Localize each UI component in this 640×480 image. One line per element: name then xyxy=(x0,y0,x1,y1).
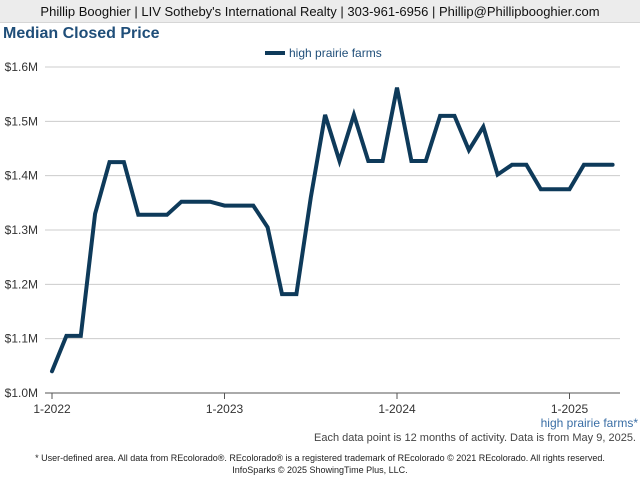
data-point xyxy=(568,187,572,191)
data-point xyxy=(596,163,600,167)
data-point xyxy=(266,225,270,229)
y-tick-label: $1.3M xyxy=(5,223,38,237)
data-point xyxy=(165,213,169,217)
y-tick-label: $1.2M xyxy=(5,277,38,291)
footer-line-2: InfoSparks © 2025 ShowingTime Plus, LLC. xyxy=(232,465,408,475)
legend: high prairie farms xyxy=(265,46,382,60)
data-point xyxy=(93,212,97,216)
data-point xyxy=(294,292,298,296)
legend-label: high prairie farms xyxy=(289,46,382,60)
agent-contact-header: Phillip Booghier | LIV Sotheby's Interna… xyxy=(0,0,640,23)
activity-note: Each data point is 12 months of activity… xyxy=(313,432,636,444)
x-tick-label: 1-2023 xyxy=(206,402,244,416)
y-tick-label: $1.1M xyxy=(5,332,38,346)
axis-layer: $1.0M $1.1M $1.2M $1.3M $1.4M $1.5M $1.6M 1-202… xyxy=(5,60,589,416)
data-point xyxy=(481,125,485,129)
data-point xyxy=(381,159,385,163)
data-point xyxy=(50,369,54,373)
data-point xyxy=(179,200,183,204)
data-point xyxy=(496,173,500,177)
y-tick-label: $1.5M xyxy=(5,114,38,128)
data-point xyxy=(352,113,356,117)
data-point xyxy=(194,200,198,204)
data-point xyxy=(524,163,528,167)
data-point xyxy=(108,160,112,164)
x-tick-label: 1-2022 xyxy=(33,402,71,416)
data-point xyxy=(395,86,399,90)
grid-layer xyxy=(45,66,620,394)
data-point xyxy=(438,114,442,118)
data-point xyxy=(151,213,155,217)
data-point xyxy=(309,195,313,199)
area-label: high prairie farms* xyxy=(541,416,639,430)
data-point xyxy=(208,200,212,204)
series-layer xyxy=(50,86,615,374)
data-point xyxy=(453,114,457,118)
data-point xyxy=(223,204,227,208)
data-point xyxy=(467,148,471,152)
data-point xyxy=(553,187,557,191)
data-point xyxy=(251,204,255,208)
data-point xyxy=(79,334,83,338)
data-point xyxy=(409,159,413,163)
data-point xyxy=(611,163,615,167)
data-point xyxy=(323,113,327,117)
y-tick-label: $1.4M xyxy=(5,169,38,183)
y-tick-label: $1.0M xyxy=(5,386,38,400)
footer-disclaimer: * User-defined area. All data from REcol… xyxy=(0,452,640,476)
y-tick-label: $1.6M xyxy=(5,60,38,74)
data-point xyxy=(338,159,342,163)
data-point xyxy=(237,204,241,208)
data-point xyxy=(64,334,68,338)
x-tick-label: 1-2025 xyxy=(551,402,589,416)
data-point xyxy=(582,163,586,167)
data-point xyxy=(366,159,370,163)
footer-line-1: * User-defined area. All data from REcol… xyxy=(35,453,605,463)
data-point xyxy=(424,159,428,163)
data-point xyxy=(136,213,140,217)
data-point xyxy=(280,292,284,296)
data-point xyxy=(510,163,514,167)
agent-contact-text: Phillip Booghier | LIV Sotheby's Interna… xyxy=(40,3,600,19)
series-line xyxy=(50,87,615,374)
chart-title: Median Closed Price xyxy=(3,25,160,42)
data-point xyxy=(122,160,126,164)
data-point xyxy=(539,187,543,191)
x-tick-label: 1-2024 xyxy=(378,402,416,416)
